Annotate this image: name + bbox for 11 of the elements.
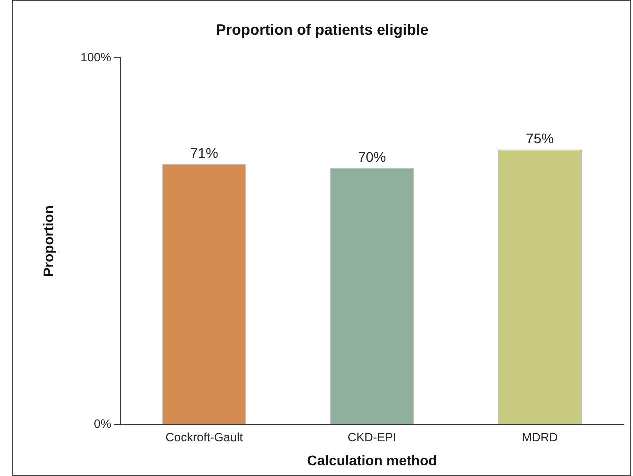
x-tick-label: MDRD bbox=[522, 430, 558, 444]
x-axis-title: Calculation method bbox=[307, 452, 438, 468]
x-tick-label: Cockroft-Gault bbox=[166, 430, 244, 444]
data-label: 71% bbox=[190, 145, 218, 162]
y-axis-title: Proportion bbox=[40, 206, 56, 278]
x-tick-label: CKD-EPI bbox=[348, 430, 397, 444]
data-label: 75% bbox=[526, 130, 554, 147]
y-tick-label: 0% bbox=[94, 417, 112, 432]
chart-title: Proportion of patients eligible bbox=[216, 22, 429, 40]
data-label: 70% bbox=[358, 148, 386, 165]
y-tick-label: 100% bbox=[80, 50, 112, 64]
